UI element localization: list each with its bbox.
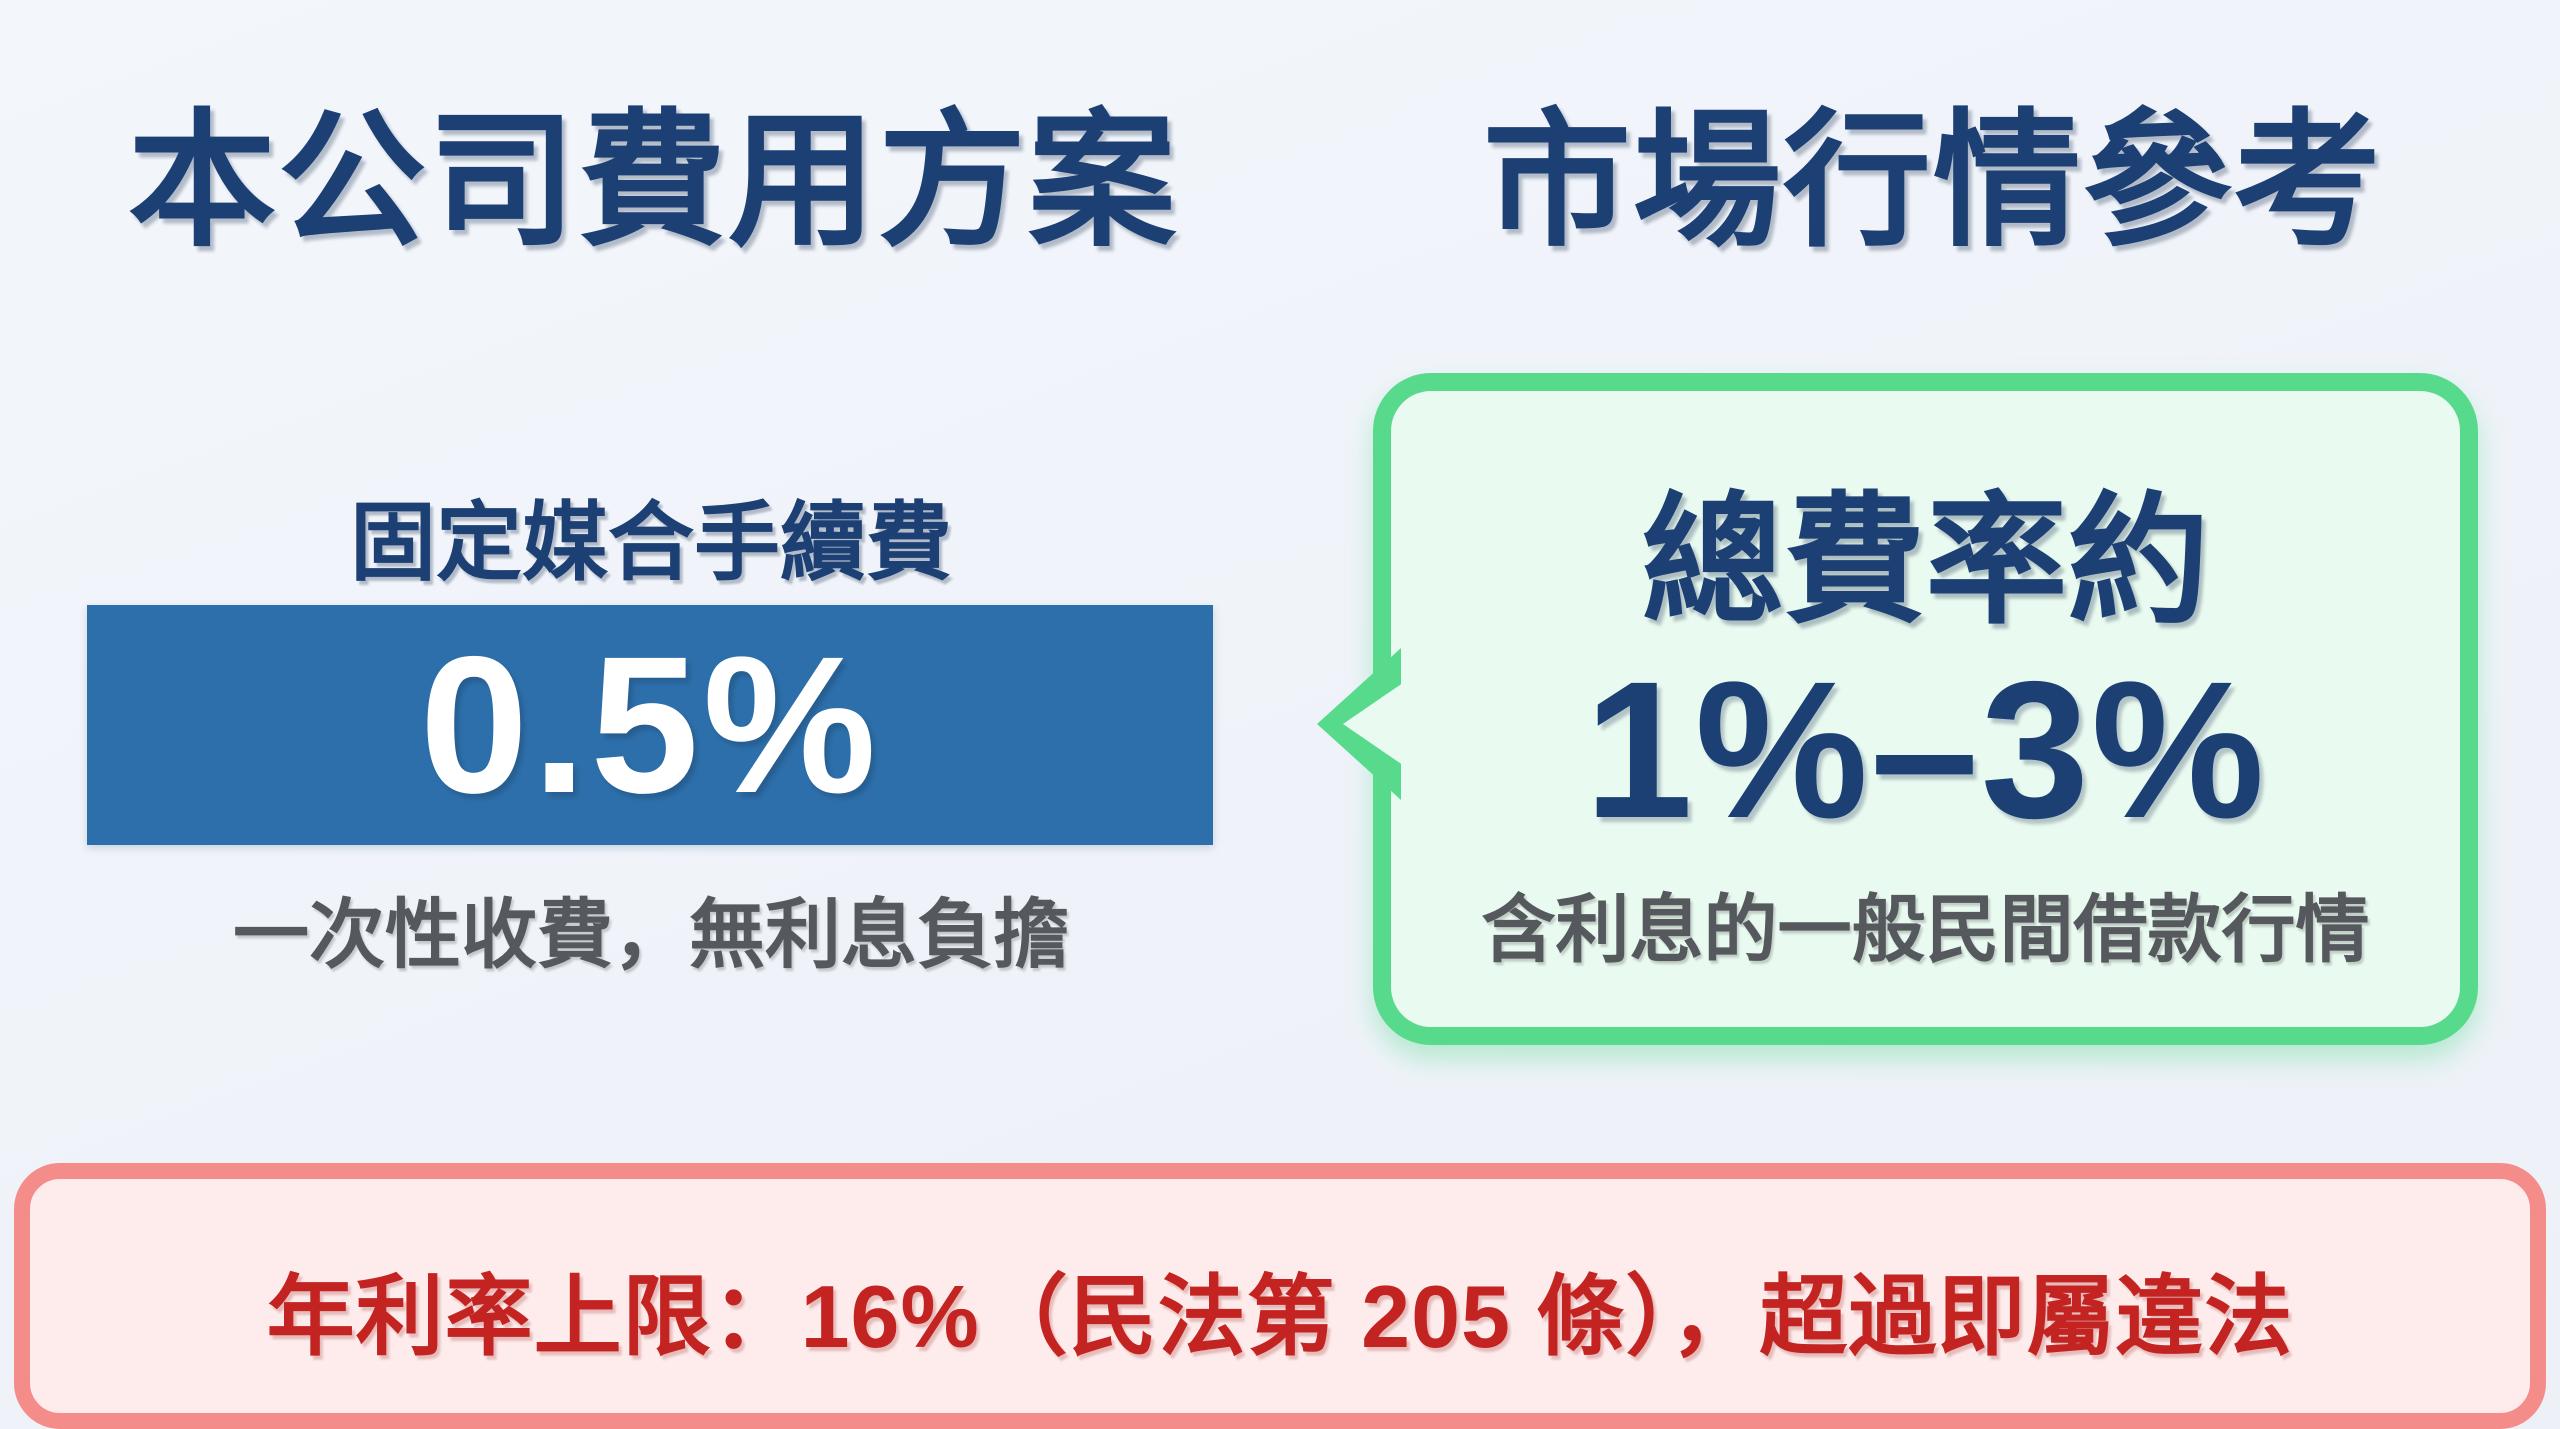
one-time-fee-note: 一次性收費，無利息負擔 — [233, 893, 1069, 978]
fee-rate-bar: 0.5% — [87, 605, 1213, 845]
market-rate-speech-bubble: 總費率約 1%–3% 含利息的一般民間借款行情 — [1373, 373, 2478, 1045]
annual-rate-cap-warning: 年利率上限：16%（民法第 205 條），超過即屬違法 — [266, 1267, 2294, 1366]
market-reference-title: 市場行情參考 — [1483, 99, 2383, 264]
total-rate-range-value: 1%–3% — [1584, 641, 2267, 859]
total-rate-heading: 總費率約 — [1641, 482, 2210, 641]
company-plan-title: 本公司費用方案 — [128, 99, 1178, 264]
fee-rate-value: 0.5% — [419, 615, 881, 834]
legal-warning-banner: 年利率上限：16%（民法第 205 條），超過即屬違法 — [14, 1163, 2546, 1429]
fixed-matching-fee-label: 固定媒合手續費 — [350, 495, 952, 591]
market-loan-note: 含利息的一般民間借款行情 — [1481, 888, 2370, 971]
